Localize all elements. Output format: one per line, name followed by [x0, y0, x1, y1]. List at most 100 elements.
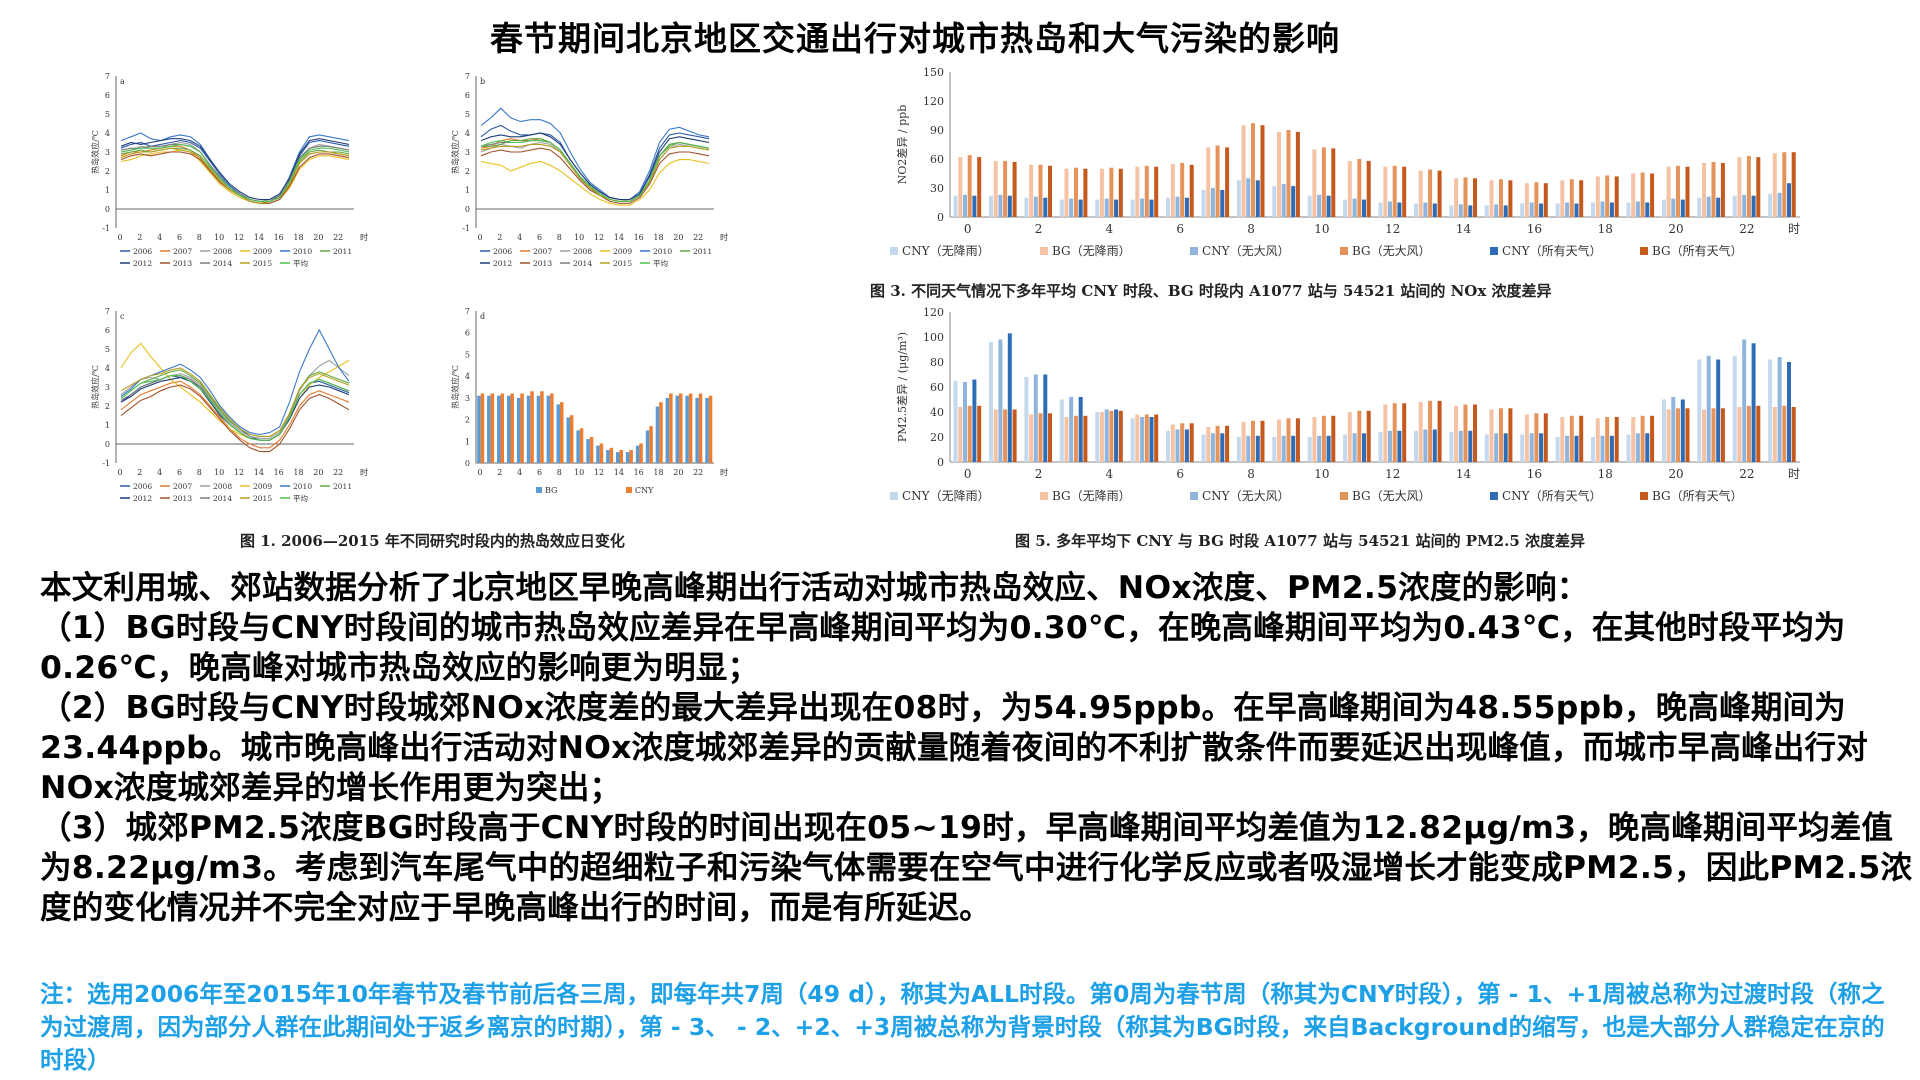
bar-BG（无大风）: [1605, 417, 1610, 462]
legend-label: BG（所有天气）: [1652, 488, 1743, 503]
x-tick-label: 20: [1668, 467, 1683, 481]
bar-BG（无大风）: [1003, 160, 1008, 217]
bar-BG（无大风）: [1746, 405, 1751, 463]
bar-BG（所有天气）: [1650, 173, 1655, 217]
bar-CNY（无降雨）: [1272, 186, 1277, 217]
bar-BG（无降雨）: [1524, 414, 1529, 462]
bar-BG（所有天气）: [1473, 404, 1477, 462]
bar-BG（所有天气）: [1260, 420, 1265, 463]
bar-BG: [655, 406, 660, 463]
series-line-2012: [120, 138, 350, 201]
series-line-2008: [120, 359, 350, 439]
y-tick-label: 4: [465, 372, 470, 381]
bar-CNY（无降雨）: [1166, 197, 1170, 217]
legend-label: 2011: [693, 247, 712, 256]
legend-label: 2012: [133, 494, 152, 503]
bar-BG（所有天气）: [1366, 410, 1371, 463]
legend-label: 平均: [293, 493, 308, 503]
y-tick-label: 2: [105, 167, 110, 176]
bar-CNY（所有天气）: [1362, 433, 1366, 463]
y-tick-label: 5: [465, 350, 470, 359]
bar-CNY（无降雨）: [1626, 202, 1631, 217]
series-line-2013: [120, 151, 350, 204]
bar-BG: [576, 430, 580, 463]
x-tick-label: 12: [1385, 467, 1400, 481]
series-line-2014: [120, 375, 350, 441]
x-axis-label: 时: [1788, 222, 1800, 236]
bar-BG（无降雨）: [1454, 178, 1459, 217]
bar-BG（所有天气）: [1508, 408, 1513, 463]
legend-label: 2012: [133, 259, 152, 268]
x-tick-label: 2: [137, 468, 142, 477]
legend-label: 2013: [173, 259, 192, 268]
y-tick-label: 30: [930, 182, 944, 195]
y-tick-label: 120: [923, 306, 944, 319]
bar-CNY（所有天气）: [1078, 199, 1083, 217]
x-tick-label: 6: [537, 233, 542, 242]
x-tick-label: 6: [177, 233, 182, 242]
y-tick-label: 6: [465, 329, 470, 338]
bar-BG（无大风）: [1746, 156, 1751, 217]
x-axis-label: 时: [720, 232, 728, 242]
bar-BG（无降雨）: [1631, 173, 1636, 217]
x-tick-label: 12: [594, 233, 604, 242]
x-tick-label: 16: [634, 233, 644, 242]
bar-CNY（所有天气）: [972, 195, 977, 217]
y-axis-label: NO2差异 / ppb: [895, 105, 909, 184]
legend-swatch: [1040, 247, 1048, 255]
bar-CNY: [540, 391, 544, 463]
footnote-text: 注：选用2006年至2015年10年春节及春节前后各三周，即每年共7周（49 d…: [40, 980, 1885, 1074]
legend-swatch: [1490, 247, 1498, 255]
bar-CNY（所有天气）: [1362, 199, 1366, 217]
legend-label: 2009: [613, 247, 632, 256]
bar-BG（无降雨）: [993, 160, 998, 217]
x-tick-label: 10: [1314, 467, 1329, 481]
y-tick-label: 60: [930, 381, 944, 394]
bar-CNY（无大风）: [1565, 202, 1570, 217]
bar-BG: [497, 395, 501, 463]
bar-CNY: [510, 393, 514, 463]
legend-label: CNY（所有天气）: [1502, 488, 1602, 503]
bar-BG（无大风）: [1463, 404, 1468, 462]
bar-CNY: [520, 393, 524, 463]
bar-CNY（无大风）: [1069, 397, 1074, 462]
bar-BG（无降雨）: [958, 157, 963, 217]
bar-CNY（所有天气）: [1716, 359, 1721, 462]
bar-CNY（无大风）: [963, 194, 967, 217]
bar-CNY（无大风）: [1635, 433, 1640, 463]
bar-CNY: [560, 402, 564, 463]
y-tick-label: 5: [105, 110, 110, 119]
legend-label: CNY（所有天气）: [1502, 243, 1602, 258]
bar-BG: [695, 397, 699, 463]
bar-CNY（无大风）: [1529, 433, 1534, 463]
bar-CNY（无大风）: [1494, 433, 1499, 463]
panel-letter: d: [480, 312, 485, 321]
bar-CNY（所有天气）: [1503, 205, 1508, 217]
x-tick-label: 6: [537, 468, 542, 477]
bar-BG（所有天气）: [1791, 152, 1796, 217]
bar-CNY（所有天气）: [1645, 433, 1650, 463]
bar-BG（所有天气）: [1154, 414, 1159, 462]
summary-point-1: （1）BG时段与CNY时段间的城市热岛效应差异在早高峰期间平均为0.30℃，在晚…: [40, 610, 1846, 686]
y-tick-label: 3: [465, 394, 470, 403]
bar-CNY（无大风）: [1529, 202, 1534, 217]
bar-BG（所有天气）: [1048, 413, 1052, 463]
bar-BG: [685, 395, 689, 463]
bar-CNY（无大风）: [1281, 435, 1286, 463]
bar-CNY（无大风）: [1246, 435, 1251, 463]
x-tick-label: 14: [254, 468, 264, 477]
y-axis-label: 热岛效应/℃: [90, 365, 100, 409]
series-line-2013: [120, 384, 350, 453]
bar-BG（无降雨）: [1029, 414, 1034, 462]
bar-BG（无降雨）: [1347, 412, 1352, 462]
series-line-2009: [120, 342, 350, 441]
y-tick-label: 0: [937, 211, 944, 224]
bar-BG（无大风）: [967, 405, 972, 463]
panel-letter: c: [120, 312, 125, 321]
series-line-2015: [480, 143, 710, 202]
legend-swatch: [1190, 492, 1198, 500]
chart-pm25: 0 20 40 60 80 100 120 0 2 4 6 8 10 12 14 16 18 20 22 时 PM2.5…: [890, 306, 1800, 503]
series-line-平均: [120, 375, 350, 441]
legend-label: CNY（无降雨）: [902, 489, 990, 503]
bar-CNY（无降雨）: [1307, 195, 1312, 217]
